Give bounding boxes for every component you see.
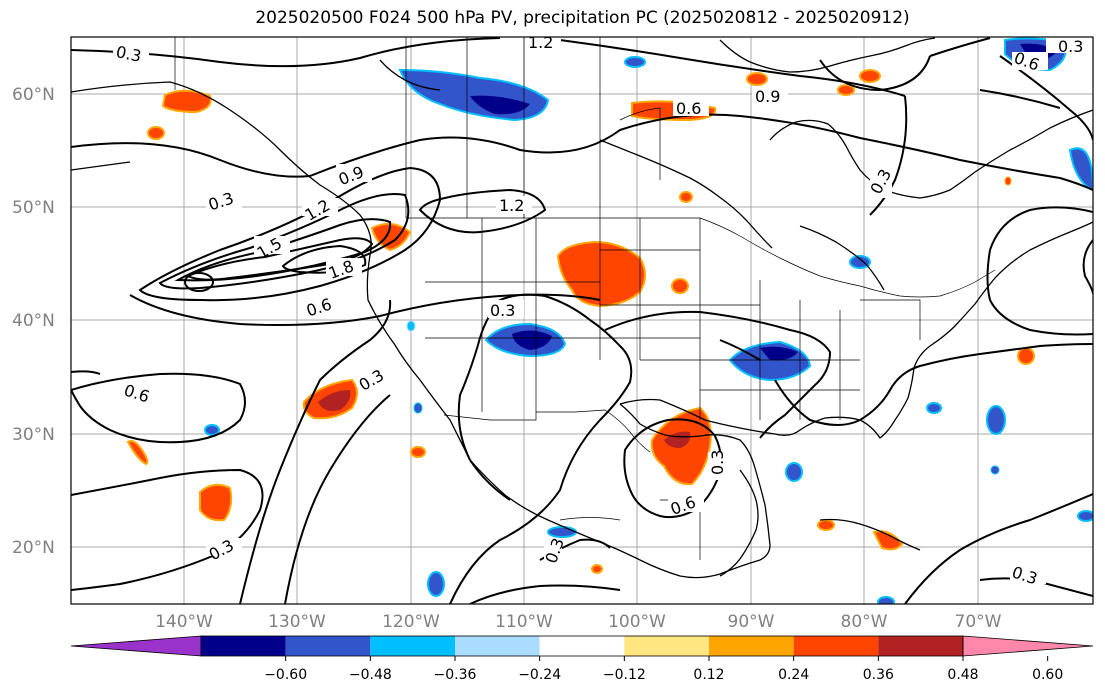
contour-labels: 0.3 1.2 0.6 0.9 0.3 1.2 0.9 1.2 1.5 1.8 …	[113, 33, 1083, 588]
colorbar-tick-label: −0.24	[518, 667, 561, 683]
precip-positive-patches	[126, 69, 1035, 574]
precip-neg-patch-atlantic-2	[926, 402, 942, 414]
lon-label: 120°W	[382, 612, 440, 632]
lon-label: 70°W	[955, 612, 1002, 632]
lat-label: 20°N	[12, 538, 55, 558]
precip-patch-pnw	[370, 222, 412, 252]
precip-neg-patch-bermuda	[990, 465, 1000, 475]
precip-patch-hawaii-north	[199, 483, 233, 522]
precip-patch-pacific-small	[126, 440, 149, 466]
colorbar-extend-low	[70, 635, 202, 657]
colorbar-outline	[200, 635, 964, 657]
precip-neg-patch-atlantic-1	[986, 405, 1006, 435]
precip-neg-patch-canada-west-core	[470, 95, 530, 115]
longitude-labels: 140°W 130°W 120°W 110°W 100°W 90°W 80°W …	[155, 612, 1002, 632]
lon-label: 90°W	[728, 612, 775, 632]
colorbar-segment	[624, 636, 709, 656]
lat-label: 30°N	[12, 425, 55, 445]
colorbar-tick-label: 0.60	[1032, 667, 1063, 683]
colorbar-segment	[285, 636, 371, 656]
pv-contours	[71, 37, 1093, 604]
precip-neg-patch-atlantic-3	[1077, 510, 1093, 522]
precip-neg-patch-gulf	[785, 462, 803, 482]
precip-patch-ontario	[679, 191, 693, 203]
colorbar-tick-label: 0.24	[778, 667, 809, 683]
precip-neg-patch-utah	[406, 320, 416, 332]
plot-frame	[70, 36, 1094, 605]
lon-label: 110°W	[495, 612, 553, 632]
precip-neg-patch-texas-small	[413, 402, 423, 414]
precip-neg-patch-caribbean	[877, 596, 895, 604]
precip-patch-quebec-3	[837, 84, 855, 96]
contour-label: 0.3	[490, 301, 515, 320]
colorbar-segment	[709, 636, 794, 656]
colorbar-tick-label: 0.36	[863, 667, 894, 683]
colorbar-segments	[70, 635, 1094, 657]
latitude-labels: 60°N 50°N 40°N 30°N 20°N	[12, 85, 55, 558]
contour-label: 0.6	[676, 99, 701, 118]
colorbar-segment	[793, 636, 879, 656]
precip-patch-missouri	[671, 278, 689, 294]
lon-label: 140°W	[155, 612, 213, 632]
contour-label: 0.3	[1058, 37, 1083, 56]
chart-title: 2025020500 F024 500 hPa PV, precipitatio…	[255, 8, 910, 28]
lat-label: 40°N	[12, 311, 55, 331]
colorbar-tick-label: −0.60	[264, 667, 307, 683]
precip-neg-patch-pacific-2	[427, 571, 445, 597]
colorbar-tick-label: −0.12	[603, 667, 646, 683]
colorbar: −0.60 −0.48 −0.36 −0.24 −0.12 0.12 0.24 0.36 0.4…	[70, 635, 1094, 683]
plot-area: 0.3 1.2 0.6 0.9 0.3 1.2 0.9 1.2 1.5 1.8 …	[71, 33, 1093, 604]
colorbar-tick-label: −0.36	[434, 667, 477, 683]
precip-patch-gulf-alaska	[161, 89, 212, 114]
contour-label: 0.9	[755, 87, 780, 106]
colorbar-ticks: −0.60 −0.48 −0.36 −0.24 −0.12 0.12 0.24 0.36 0.4…	[264, 656, 1063, 683]
contour-label: 0.3	[114, 42, 143, 66]
lat-label: 50°N	[12, 198, 55, 218]
lon-label: 80°W	[841, 612, 888, 632]
colorbar-segment	[455, 636, 540, 656]
precip-neg-patch-canada-small	[624, 56, 646, 68]
precip-patch-atlantic-tiny	[1004, 176, 1012, 186]
colorbar-tick-label: 0.48	[947, 667, 978, 683]
precip-neg-patch-pacific-1	[204, 424, 220, 436]
contour-label: 1.2	[499, 196, 524, 215]
precip-patch-quebec-1	[746, 72, 768, 86]
precip-patch-quebec-2	[859, 69, 881, 83]
colorbar-segment	[370, 636, 455, 656]
coastlines	[71, 37, 1093, 579]
precip-patch-baja	[410, 446, 426, 458]
lat-label: 60°N	[12, 85, 55, 105]
precip-neg-patch-central-america	[547, 526, 577, 538]
colorbar-tick-label: 0.12	[693, 667, 724, 683]
precip-patch-cuba-1	[817, 519, 835, 531]
precip-patch-atlantic-small	[1017, 347, 1035, 365]
precip-neg-patch-great-lakes	[849, 255, 871, 269]
precip-patch-cuba-2	[872, 530, 904, 551]
colorbar-segment	[539, 636, 625, 656]
colorbar-segment	[878, 636, 963, 656]
colorbar-tick-label: −0.48	[349, 667, 392, 683]
contour-label: 0.3	[708, 450, 727, 475]
precip-neg-patch-tennessee-core	[760, 346, 798, 361]
precip-patch-mexico	[591, 564, 603, 574]
lon-label: 130°W	[268, 612, 326, 632]
colorbar-extend-high	[962, 635, 1094, 657]
precip-patch-nw-coast-small	[147, 126, 165, 140]
lon-label: 100°W	[608, 612, 666, 632]
precip-neg-patch-southwest-core	[512, 330, 552, 350]
precip-patch-pacific-offshore-core	[318, 390, 351, 411]
colorbar-segment	[201, 636, 286, 656]
contour-label: 1.2	[528, 33, 553, 52]
